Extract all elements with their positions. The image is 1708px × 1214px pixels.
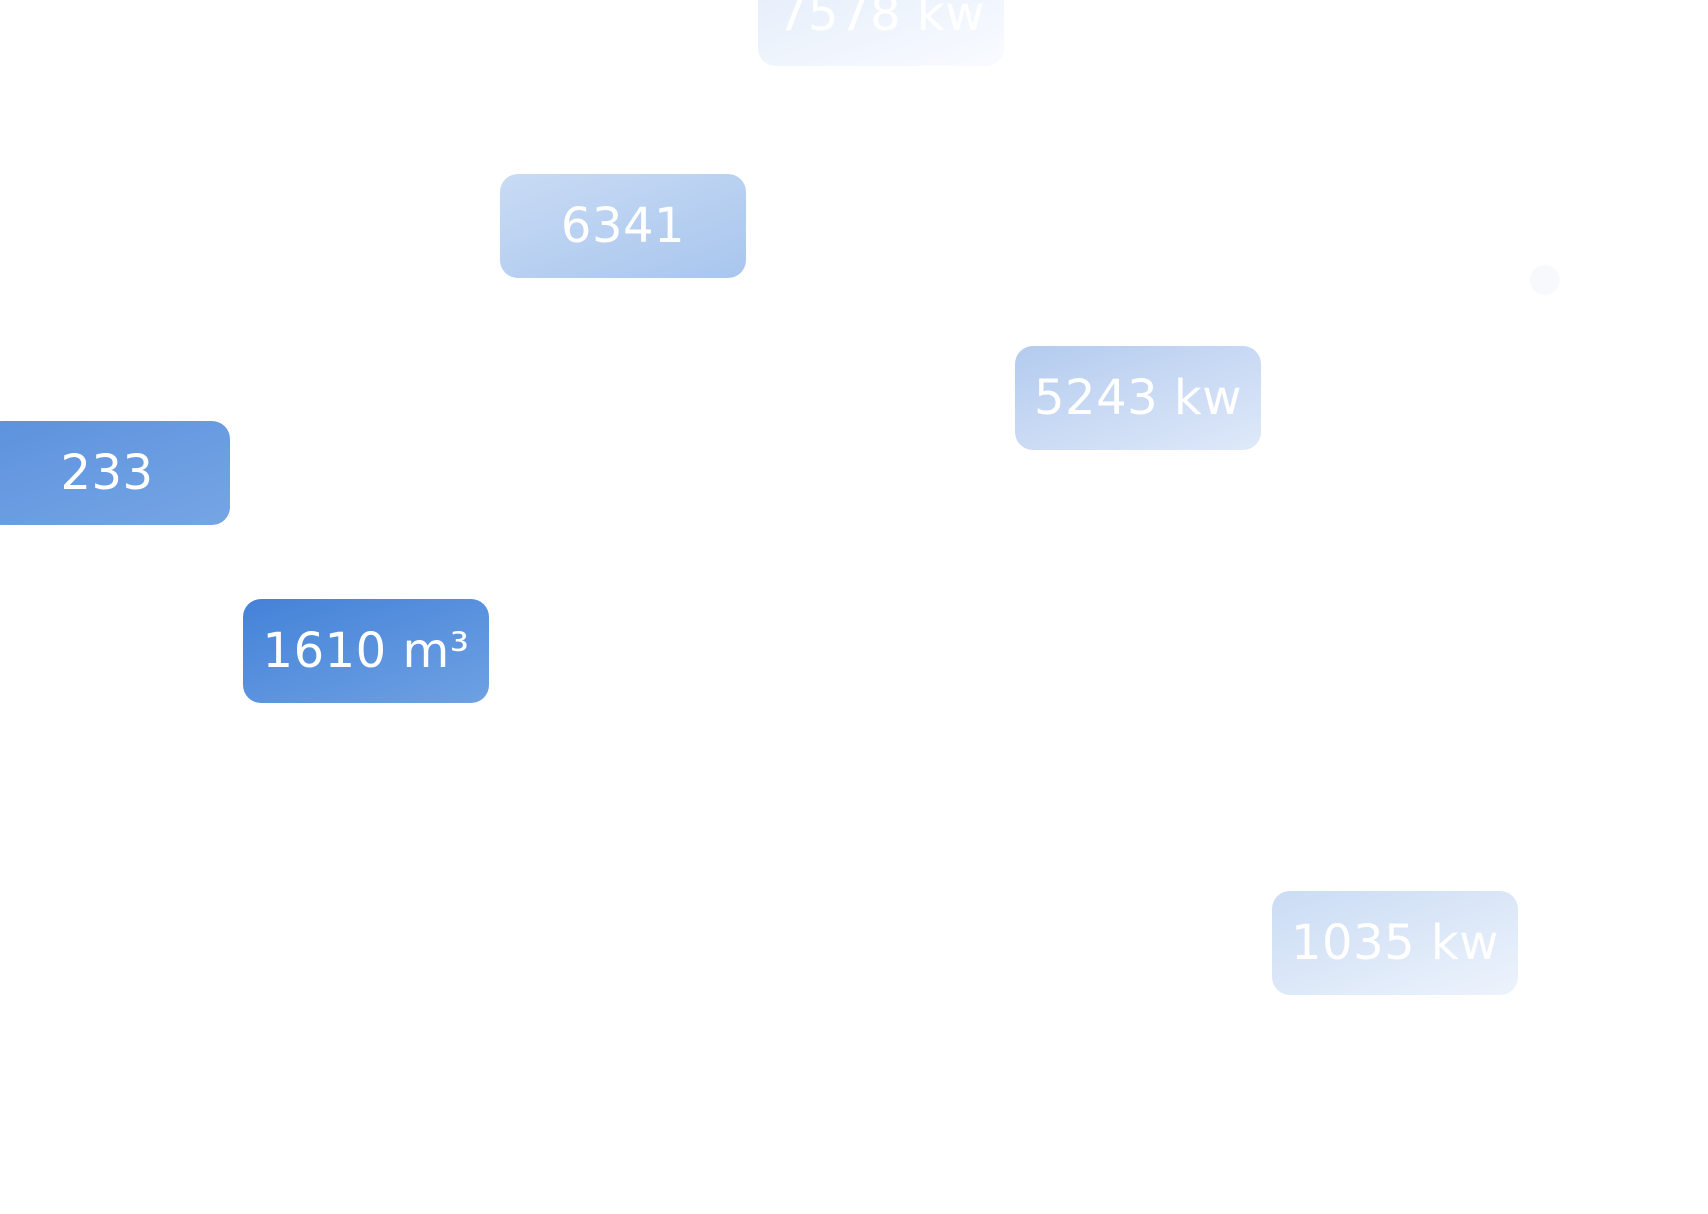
value-tag: 1035 kw (1272, 891, 1518, 995)
faint-dot (1530, 265, 1560, 295)
value-tag: 6341 (500, 174, 746, 278)
value-tag: 7578 kw (758, 0, 1004, 66)
value-tag: 233 (0, 421, 230, 525)
value-tag: 1610 m³ (243, 599, 489, 703)
value-tag: 5243 kw (1015, 346, 1261, 450)
